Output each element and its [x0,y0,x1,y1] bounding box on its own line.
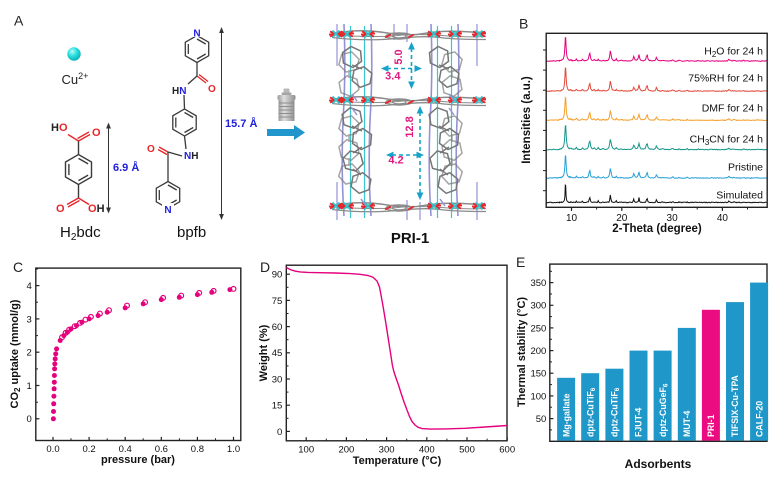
svg-text:4: 4 [27,281,32,292]
svg-text:HO: HO [51,122,68,134]
svg-text:N: N [193,29,200,40]
svg-text:FJUT-4: FJUT-4 [634,408,644,437]
svg-text:1: 1 [27,381,32,392]
svg-text:6.9 Å: 6.9 Å [113,161,139,174]
svg-text:pressure (bar): pressure (bar) [101,454,175,466]
svg-text:5.0: 5.0 [393,49,405,64]
svg-text:50: 50 [536,414,547,425]
svg-text:3: 3 [27,314,32,325]
svg-text:CH3CN for 24 h: CH3CN for 24 h [690,134,763,148]
svg-text:Simulated: Simulated [716,190,763,202]
svg-text:O: O [208,84,216,95]
svg-text:3.4: 3.4 [385,71,401,83]
svg-text:DMF for 24 h: DMF for 24 h [702,103,763,115]
svg-text:20: 20 [616,213,628,224]
svg-text:100: 100 [530,391,546,402]
svg-text:bpfb: bpfb [177,224,206,241]
svg-text:Mg-gallate: Mg-gallate [561,393,571,437]
svg-text:200: 200 [338,444,354,455]
svg-text:400: 400 [419,444,435,455]
svg-text:H2O for 24 h: H2O for 24 h [704,46,763,60]
svg-text:40: 40 [717,213,729,224]
svg-text:1.0: 1.0 [227,444,240,455]
svg-text:600: 600 [499,444,515,455]
svg-text:0: 0 [277,427,282,438]
svg-text:2: 2 [27,348,32,359]
svg-text:0.8: 0.8 [191,444,204,455]
svg-text:O: O [92,127,101,139]
svg-text:PRI-1: PRI-1 [706,414,716,437]
svg-text:dptz-CuTiF6: dptz-CuTiF6 [585,387,597,437]
svg-text:500: 500 [459,444,475,455]
svg-text:10: 10 [566,213,578,224]
svg-text:100: 100 [298,444,314,455]
svg-text:200: 200 [530,346,546,357]
svg-text:60: 60 [272,322,283,333]
svg-text:0.4: 0.4 [119,444,132,455]
svg-text:90: 90 [272,270,283,281]
svg-text:30: 30 [272,374,283,385]
svg-text:Weight (%): Weight (%) [258,324,270,381]
svg-text:75%RH for 24 h: 75%RH for 24 h [688,73,763,85]
svg-text:0.6: 0.6 [155,444,168,455]
svg-text:75: 75 [272,296,283,307]
svg-text:CALF-20: CALF-20 [754,401,764,437]
svg-text:4.2: 4.2 [388,155,403,167]
svg-text:B: B [519,16,528,32]
svg-text:Thermal stability (°C): Thermal stability (°C) [516,297,528,407]
svg-text:dptz-CuGeF6: dptz-CuGeF6 [658,383,670,437]
svg-text:C: C [13,259,23,275]
svg-text:H2bdc: H2bdc [60,224,101,243]
svg-text:30: 30 [667,213,679,224]
svg-text:Adsorbents: Adsorbents [625,457,692,471]
svg-text:PRI-1: PRI-1 [391,230,429,247]
svg-text:O: O [147,144,155,155]
svg-text:CO2 uptake (mmol/g): CO2 uptake (mmol/g) [9,299,22,408]
svg-text:Intensities (a.u.): Intensities (a.u.) [521,76,533,164]
svg-text:15.7 Å: 15.7 Å [225,117,257,130]
svg-text:Pristine: Pristine [728,162,763,174]
svg-text:300: 300 [530,301,546,312]
svg-text:A: A [14,13,24,29]
svg-text:2-Theta (degree): 2-Theta (degree) [612,223,702,235]
svg-text:150: 150 [530,369,546,380]
svg-text:D: D [260,259,270,275]
svg-text:HN: HN [172,86,186,97]
svg-text:NH: NH [184,151,198,162]
svg-text:TIFSIX-Cu-TPA: TIFSIX-Cu-TPA [730,374,740,437]
svg-text:350: 350 [530,278,546,289]
svg-text:MUT-4: MUT-4 [682,411,692,437]
svg-text:45: 45 [272,348,283,359]
svg-text:0.2: 0.2 [82,444,95,455]
svg-text:0.0: 0.0 [46,444,59,455]
svg-text:15: 15 [272,401,283,412]
svg-text:dptz-CuTiF6: dptz-CuTiF6 [610,387,622,437]
svg-text:OH: OH [88,203,105,215]
svg-text:N: N [164,205,171,216]
svg-text:12.8: 12.8 [404,116,416,137]
svg-text:300: 300 [379,444,395,455]
svg-text:E: E [516,254,525,270]
svg-text:Temperature (°C): Temperature (°C) [353,455,442,467]
svg-text:0: 0 [27,414,32,425]
svg-text:O: O [56,203,65,215]
svg-text:250: 250 [530,323,546,334]
